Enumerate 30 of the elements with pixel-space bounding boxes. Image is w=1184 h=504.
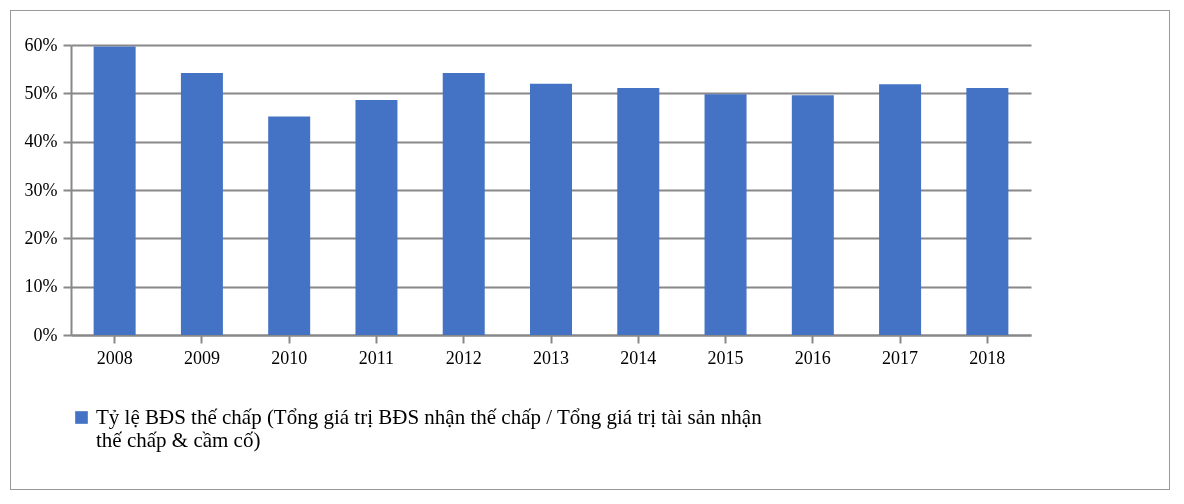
x-tick-label: 2013 (533, 347, 569, 368)
y-tick-label: 40% (24, 131, 58, 152)
x-tick-label: 2010 (271, 347, 308, 368)
x-tick-label: 2012 (445, 347, 482, 368)
x-tick-label: 2008 (96, 347, 133, 368)
y-tick-label: 0% (33, 324, 58, 345)
x-tick-label: 2017 (882, 347, 919, 368)
bar (791, 95, 834, 335)
x-tick-label: 2011 (358, 347, 395, 368)
bar (530, 83, 572, 335)
bar (704, 94, 747, 335)
y-tick-label: 60% (24, 34, 58, 55)
x-tick-label: 2016 (794, 347, 831, 368)
bar (966, 88, 1009, 335)
y-tick-label: 50% (24, 82, 58, 103)
y-tick-label: 10% (24, 276, 58, 297)
bar (93, 46, 136, 335)
y-tick-label: 20% (24, 227, 58, 248)
x-tick-label: 2009 (183, 347, 220, 368)
bar (442, 73, 485, 335)
bar (268, 116, 311, 335)
x-tick-label: 2018 (969, 347, 1006, 368)
bar (617, 88, 660, 335)
x-tick-label: 2015 (707, 347, 744, 368)
bar (879, 84, 922, 335)
y-tick-label: 30% (24, 179, 58, 200)
legend-label: Tỷ lệ BĐS thế chấp (Tổng giá trị BĐS nhận thế chấp / Tổng giá trị tài sản nhận thế chấp & cầm cố) (96, 404, 763, 452)
bar (180, 73, 223, 335)
x-tick-label: 2014 (620, 347, 657, 368)
bar (355, 100, 398, 335)
